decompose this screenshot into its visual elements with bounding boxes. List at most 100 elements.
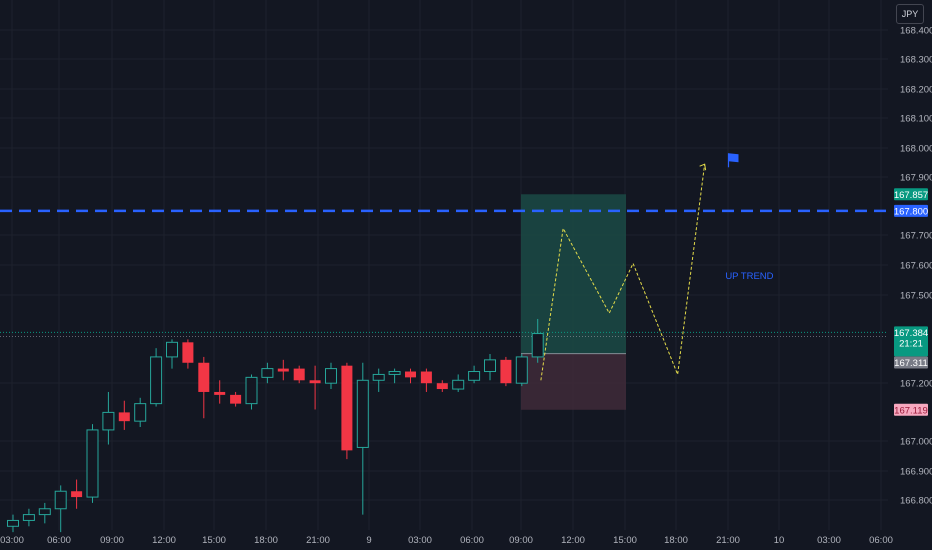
candle-body-up <box>22 514 35 521</box>
y-tick-label: 167.600 <box>900 261 932 272</box>
candle-body-up <box>261 368 274 378</box>
candle-body-down <box>71 491 83 498</box>
stop-price-badge-background <box>894 403 928 416</box>
stop-price-badge: 167.119 <box>894 405 928 416</box>
candle-body-down <box>341 365 353 451</box>
x-tick-label: 12:00 <box>561 535 585 546</box>
candle <box>38 502 51 524</box>
x-tick-label: 21:00 <box>306 535 330 546</box>
current-price-badge: 167.384 <box>894 328 928 339</box>
y-tick-label: 168.300 <box>900 55 932 66</box>
y-tick-label: 166.900 <box>900 467 932 478</box>
y-tick-label: 168.000 <box>900 144 932 155</box>
candle-body-down <box>405 371 416 378</box>
x-tick-label: 12:00 <box>152 535 176 546</box>
y-tick-label: 168.400 <box>900 26 932 37</box>
candle-body-down <box>309 380 321 384</box>
candle-body-down <box>198 362 210 392</box>
candle <box>166 339 178 369</box>
candle-body-up <box>531 333 544 358</box>
candle-body-up <box>134 403 147 422</box>
level-price-badge-background <box>894 204 928 217</box>
candle <box>245 374 258 410</box>
candle-body-up <box>452 379 465 390</box>
candle-body-up <box>515 356 528 384</box>
x-tick-label: 10 <box>774 535 785 546</box>
x-tick-label: 15:00 <box>613 535 637 546</box>
candle <box>452 374 465 392</box>
stop-zone <box>521 353 626 410</box>
candle <box>118 400 130 430</box>
candle <box>261 362 274 384</box>
flag-icon <box>728 153 739 163</box>
x-tick-label: 03:00 <box>817 535 841 546</box>
candle-body-up <box>245 376 258 405</box>
candle <box>356 362 369 515</box>
candle <box>325 362 337 390</box>
candle <box>277 359 289 381</box>
candle-body-up <box>86 429 99 498</box>
candle <box>468 365 481 384</box>
candle <box>420 368 432 392</box>
y-tick-label: 167.700 <box>900 231 932 242</box>
level-price-badge: 167.800 <box>894 206 928 217</box>
candle <box>531 318 544 363</box>
candle <box>341 362 353 460</box>
candle <box>372 368 385 392</box>
candle-body-up <box>102 411 115 431</box>
y-tick-label: 167.500 <box>900 291 932 302</box>
projection-arrowhead <box>699 163 707 171</box>
candle <box>22 508 35 527</box>
target-price-badge-background <box>894 188 928 201</box>
x-tick-label: 9 <box>366 535 371 546</box>
x-tick-label: 15:00 <box>202 535 226 546</box>
candle <box>182 339 194 369</box>
candle-body-up <box>468 371 481 381</box>
candle <box>134 397 147 427</box>
candle-body-up <box>54 490 67 510</box>
x-tick-label: 03:00 <box>0 535 24 546</box>
candle-body-up <box>356 379 369 448</box>
candle-body-down <box>182 342 194 363</box>
y-tick-label: 167.900 <box>900 173 932 184</box>
currency-button[interactable]: JPY <box>896 4 924 24</box>
y-tick-label: 168.100 <box>900 114 932 125</box>
y-tick-label: 168.200 <box>900 85 932 96</box>
x-tick-label: 18:00 <box>254 535 278 546</box>
x-tick-label: 21:00 <box>716 535 740 546</box>
candle-body-up <box>38 508 51 516</box>
candle-body-down <box>500 359 512 384</box>
candle-body-down <box>214 391 226 395</box>
candle <box>388 368 401 384</box>
candle <box>71 479 83 509</box>
target-price-badge: 167.857 <box>894 190 928 201</box>
candle <box>405 368 416 384</box>
current-price-badge-background <box>894 326 928 357</box>
candle-body-up <box>484 359 496 373</box>
candle <box>102 391 115 445</box>
x-tick-label: 03:00 <box>408 535 432 546</box>
current-price-badge-countdown: 21:21 <box>899 338 923 349</box>
candle-body-up <box>7 519 19 527</box>
x-tick-label: 06:00 <box>460 535 484 546</box>
annotation-up-trend: UP TREND <box>725 271 773 282</box>
y-tick-label: 166.800 <box>900 496 932 507</box>
candle-body-down <box>293 368 305 381</box>
x-tick-label: 06:00 <box>47 535 71 546</box>
entry-price-badge: 167.311 <box>894 358 928 369</box>
candle <box>436 380 448 392</box>
candle-body-down <box>436 383 448 390</box>
y-tick-label: 167.200 <box>900 379 932 390</box>
candle <box>230 391 242 407</box>
candle <box>515 354 528 387</box>
candle <box>309 365 321 410</box>
candle-body-down <box>277 368 289 372</box>
candle-body-up <box>166 341 178 358</box>
target-zone <box>521 194 626 354</box>
x-tick-label: 18:00 <box>664 535 688 546</box>
candle-body-down <box>420 371 432 384</box>
x-tick-label: 06:00 <box>869 535 893 546</box>
candle-body-up <box>372 373 385 381</box>
